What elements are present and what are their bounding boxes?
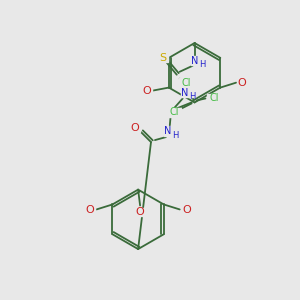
Text: S: S	[159, 53, 167, 63]
Bar	[142, 87, 152, 94]
Text: H: H	[172, 130, 179, 140]
Text: N: N	[164, 126, 172, 136]
Text: O: O	[131, 123, 140, 133]
Bar	[166, 108, 181, 117]
Text: O: O	[182, 206, 191, 215]
Text: O: O	[85, 206, 94, 215]
Text: Cl: Cl	[182, 78, 191, 88]
Text: O: O	[143, 85, 152, 96]
Bar	[181, 88, 195, 97]
Bar	[207, 94, 222, 103]
Bar	[135, 208, 145, 216]
Bar	[237, 79, 247, 87]
Text: H: H	[199, 60, 206, 69]
Text: H: H	[189, 92, 196, 101]
Bar	[190, 56, 205, 65]
Text: N: N	[181, 88, 188, 98]
Bar	[130, 124, 140, 132]
Text: Cl: Cl	[210, 94, 219, 103]
Bar	[164, 127, 178, 136]
Text: N: N	[191, 56, 198, 66]
Bar	[158, 54, 168, 62]
Text: Cl: Cl	[169, 107, 178, 117]
Bar	[182, 206, 192, 214]
Text: O: O	[136, 207, 145, 218]
Bar	[85, 206, 94, 214]
Text: O: O	[238, 78, 247, 88]
Bar	[179, 78, 194, 87]
